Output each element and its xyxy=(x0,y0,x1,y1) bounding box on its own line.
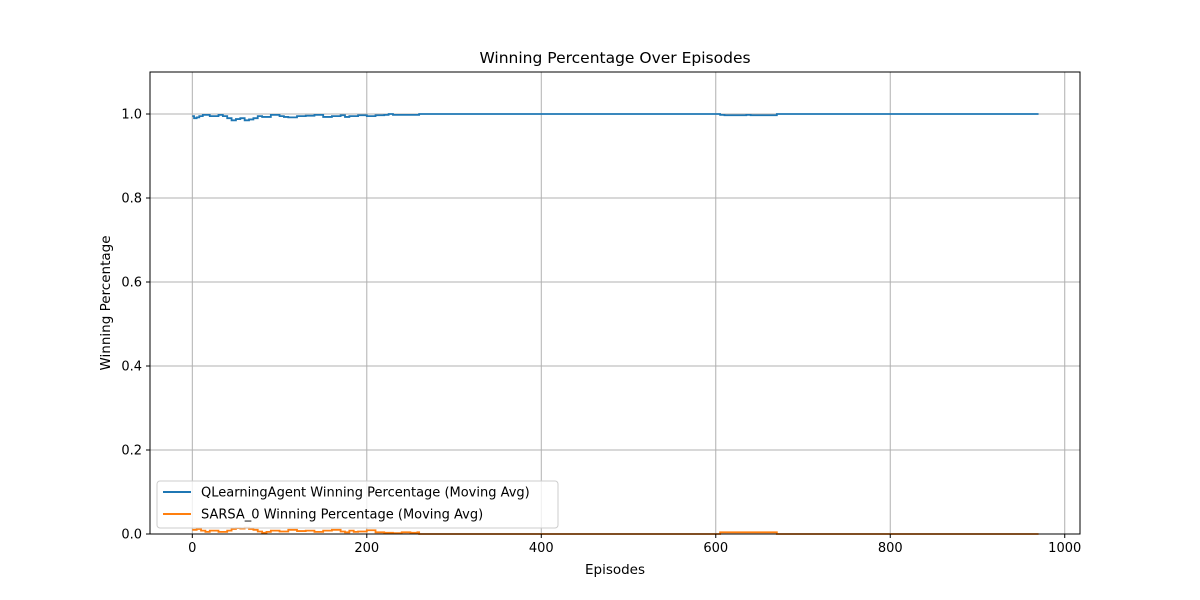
x-tick-label: 0 xyxy=(188,541,196,556)
x-tick-label: 400 xyxy=(529,541,554,556)
legend-box xyxy=(156,480,559,529)
legend-label-sarsa: SARSA_0 Winning Percentage (Moving Avg) xyxy=(201,508,483,523)
y-axis-title: Winning Percentage xyxy=(98,235,114,370)
x-tick-label: 600 xyxy=(703,541,728,556)
y-tick-label: 0.8 xyxy=(121,192,142,207)
x-tick-label: 1000 xyxy=(1048,541,1081,556)
series-line-qlearning xyxy=(192,113,1039,122)
y-tick-label: 0.6 xyxy=(121,276,142,291)
y-tick-label: 0.0 xyxy=(121,528,142,543)
chart-title: Winning Percentage Over Episodes xyxy=(479,49,750,67)
legend: QLearningAgent Winning Percentage (Movin… xyxy=(156,480,559,529)
y-tick-label: 1.0 xyxy=(121,108,142,123)
plot-area-frame xyxy=(149,71,1081,535)
y-tick-label: 0.2 xyxy=(121,444,142,459)
x-tick-label: 800 xyxy=(878,541,903,556)
y-tick-label: 0.4 xyxy=(121,360,142,375)
tick-layer: 0 200 400 600 800 1000 0.0 0.2 0.4 0.6 0.8 1.0 xyxy=(121,108,1081,557)
x-tick-label: 200 xyxy=(354,541,379,556)
x-axis-title: Episodes xyxy=(585,562,645,578)
legend-label-qlearning: QLearningAgent Winning Percentage (Movin… xyxy=(201,486,530,501)
